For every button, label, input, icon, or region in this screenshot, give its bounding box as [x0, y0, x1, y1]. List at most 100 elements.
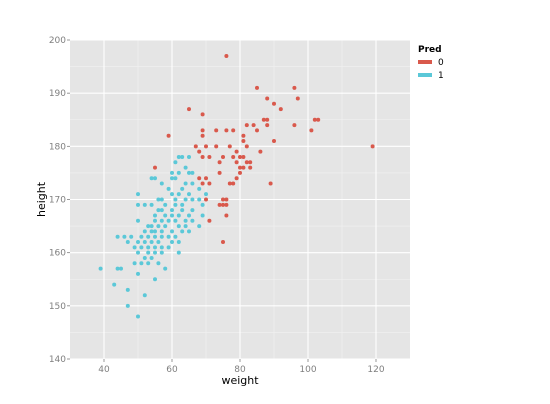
data-point-pred-0: [238, 165, 242, 170]
data-point-pred-1: [187, 213, 191, 218]
data-point-pred-0: [224, 197, 229, 202]
data-point-pred-1: [132, 261, 137, 266]
data-point-pred-1: [125, 240, 130, 245]
y-axis-ticks: 140 150 160 170 180 190 200: [49, 36, 70, 365]
data-point-pred-1: [183, 224, 188, 229]
data-point-pred-0: [153, 165, 157, 170]
y-tick-label: 200: [49, 36, 66, 46]
data-point-pred-1: [146, 261, 151, 266]
data-point-pred-1: [136, 218, 140, 223]
data-point-pred-0: [200, 128, 205, 133]
data-point-pred-1: [176, 170, 181, 175]
data-point-pred-1: [180, 208, 185, 213]
data-point-pred-0: [255, 128, 259, 133]
data-point-pred-0: [244, 123, 249, 128]
y-tick-label: 150: [49, 302, 66, 312]
data-point-pred-1: [159, 234, 164, 239]
data-point-pred-1: [173, 176, 178, 181]
data-point-pred-0: [224, 213, 229, 218]
data-point-pred-1: [163, 224, 168, 229]
data-point-pred-1: [166, 186, 171, 191]
data-point-pred-0: [227, 181, 232, 186]
data-point-pred-1: [129, 234, 134, 239]
data-point-pred-0: [268, 181, 273, 186]
data-point-pred-0: [166, 133, 171, 138]
data-point-pred-1: [197, 186, 202, 191]
data-point-pred-0: [204, 144, 208, 149]
data-point-pred-0: [244, 160, 249, 165]
data-point-pred-1: [149, 176, 154, 181]
data-point-pred-1: [170, 213, 174, 218]
x-axis-title: weight: [221, 374, 259, 387]
data-point-pred-1: [156, 240, 161, 245]
data-point-pred-0: [204, 197, 208, 202]
data-point-pred-0: [221, 240, 225, 245]
data-point-pred-1: [170, 229, 174, 234]
data-point-pred-0: [241, 133, 246, 138]
data-point-pred-0: [193, 144, 198, 149]
data-point-pred-0: [207, 181, 212, 186]
data-point-pred-1: [183, 165, 188, 170]
data-point-pred-1: [159, 229, 164, 234]
data-point-pred-1: [200, 202, 205, 207]
data-point-pred-0: [265, 96, 270, 101]
data-point-pred-1: [170, 176, 174, 181]
data-point-pred-0: [207, 218, 212, 223]
data-point-pred-0: [258, 149, 263, 154]
data-point-pred-0: [234, 149, 239, 154]
data-point-pred-1: [146, 224, 151, 229]
y-tick-label: 190: [49, 89, 66, 99]
data-point-pred-0: [272, 139, 276, 144]
data-point-pred-0: [238, 154, 242, 159]
data-point-pred-1: [190, 197, 195, 202]
data-point-pred-1: [180, 154, 185, 159]
data-point-pred-1: [112, 282, 117, 287]
data-point-pred-1: [142, 229, 147, 234]
data-point-pred-1: [159, 250, 164, 255]
data-point-pred-0: [217, 160, 222, 165]
data-point-pred-1: [149, 224, 154, 229]
data-point-pred-0: [272, 101, 276, 106]
data-point-pred-0: [241, 139, 246, 144]
data-point-pred-1: [146, 250, 151, 255]
data-point-pred-1: [170, 170, 174, 175]
data-point-pred-0: [221, 154, 225, 159]
x-tick-label: 100: [299, 365, 316, 375]
data-point-pred-1: [153, 277, 157, 282]
y-axis-title: height: [35, 181, 48, 217]
legend-swatch-1: [418, 73, 432, 77]
data-point-pred-0: [244, 144, 249, 149]
data-point-pred-0: [248, 160, 253, 165]
data-point-pred-1: [149, 229, 154, 234]
x-tick-label: 80: [234, 365, 246, 375]
data-point-pred-1: [187, 192, 191, 197]
data-point-pred-1: [153, 176, 157, 181]
data-point-pred-1: [176, 224, 181, 229]
data-point-pred-0: [241, 154, 246, 159]
data-point-pred-1: [153, 213, 157, 218]
data-point-pred-1: [156, 197, 161, 202]
data-point-pred-0: [200, 112, 205, 117]
data-point-pred-1: [173, 197, 178, 202]
data-point-pred-1: [159, 245, 164, 250]
x-tick-label: 60: [166, 365, 178, 375]
data-point-pred-0: [224, 53, 229, 58]
data-point-pred-1: [115, 234, 120, 239]
data-point-pred-1: [136, 271, 140, 276]
y-tick-label: 170: [49, 196, 66, 206]
legend: Pred 01: [418, 45, 444, 81]
data-point-pred-1: [119, 266, 123, 271]
data-point-pred-1: [159, 181, 164, 186]
data-point-pred-0: [312, 117, 317, 122]
data-point-pred-1: [176, 250, 181, 255]
data-point-pred-1: [187, 170, 191, 175]
data-point-pred-1: [166, 218, 171, 223]
data-point-pred-1: [159, 197, 164, 202]
data-point-pred-1: [132, 245, 137, 250]
data-point-pred-0: [261, 117, 266, 122]
data-point-pred-1: [139, 245, 144, 250]
data-point-pred-0: [187, 107, 191, 112]
data-point-pred-1: [156, 261, 161, 266]
legend-label-0: 0: [438, 58, 444, 68]
